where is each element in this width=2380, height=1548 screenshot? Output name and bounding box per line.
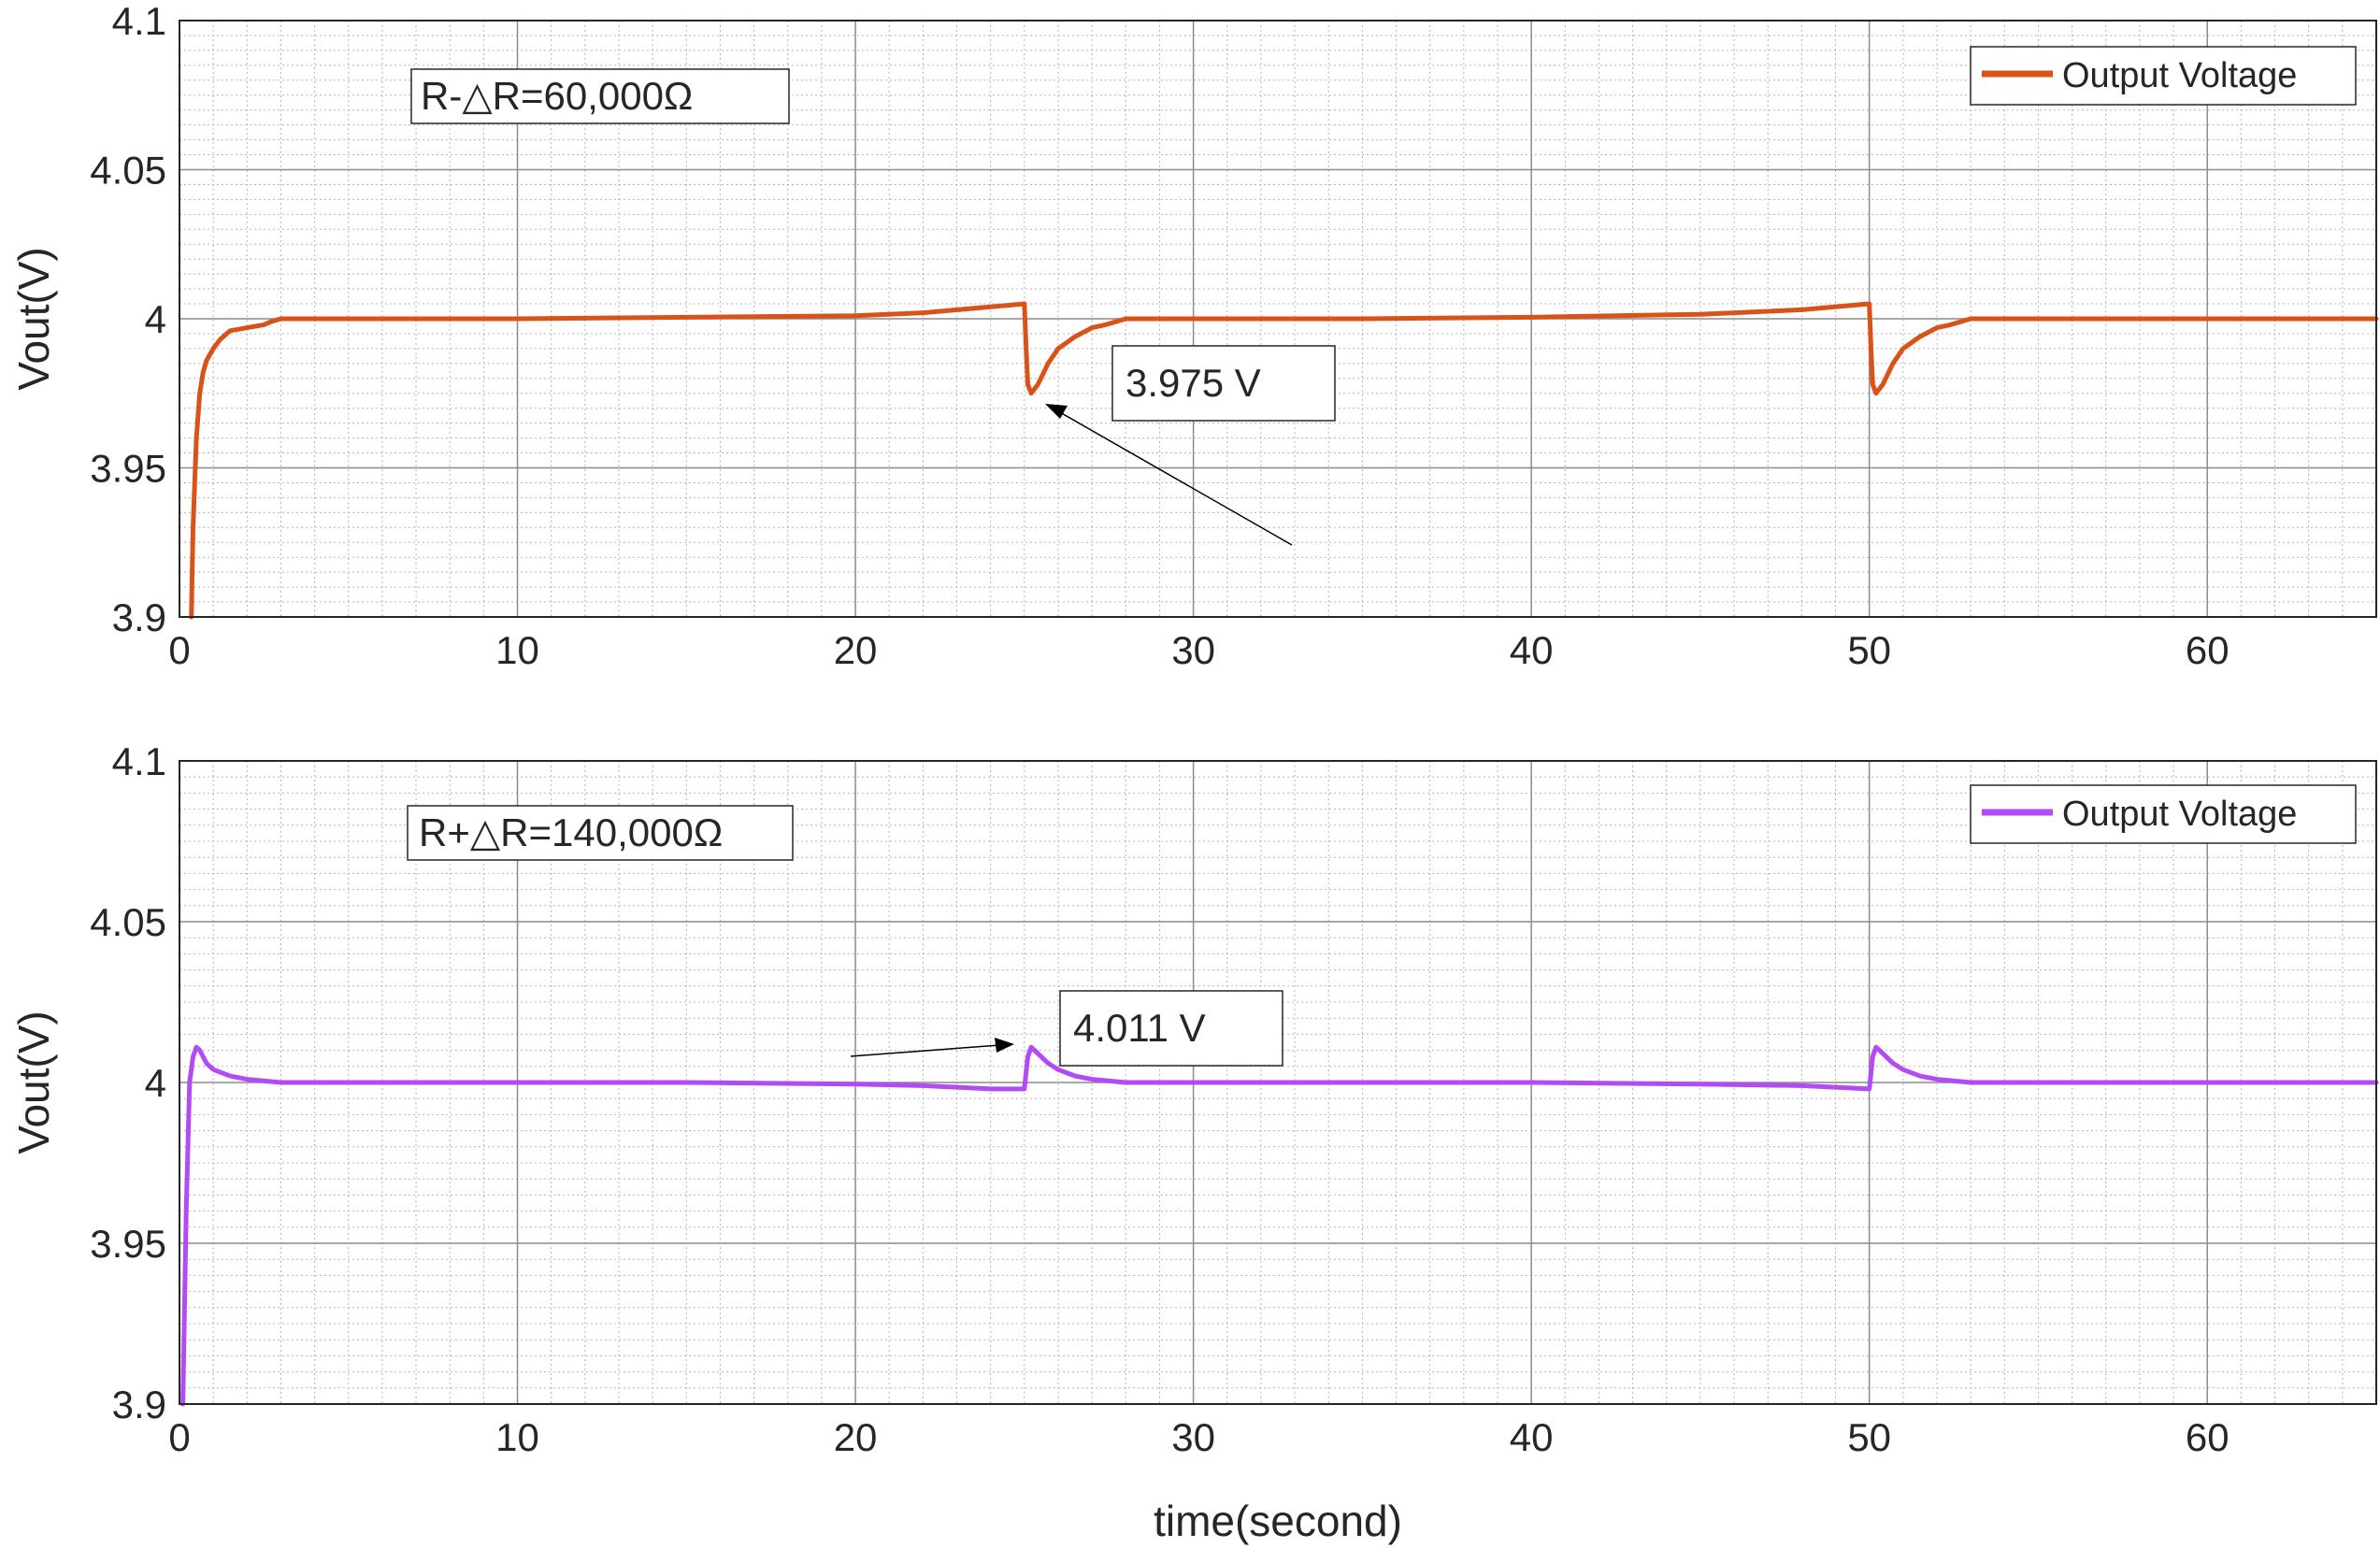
annotation-label: 4.011 V — [1073, 1006, 1206, 1050]
x-tick-label: 10 — [495, 1415, 539, 1459]
y-tick-label: 4.1 — [112, 0, 166, 43]
annotation-arrow-line — [850, 1044, 1001, 1057]
x-tick-label: 40 — [1510, 1415, 1554, 1459]
resistance-textbox: R-△R=60,000Ω — [410, 68, 790, 124]
x-tick-label: 30 — [1171, 1415, 1215, 1459]
x-tick-label: 0 — [168, 628, 190, 672]
legend-label-output-voltage: Output Voltage — [2062, 56, 2297, 95]
top-chart-panel: 0 10 20 30 40 50 60 3.9 3.95 4 4.05 4.1 Vout(V) R-… — [9, 0, 2379, 672]
series-layer — [189, 301, 2379, 620]
legend: Output Voltage — [1970, 784, 2357, 844]
y-tick-label: 4.05 — [90, 900, 166, 944]
annotation-arrowhead — [995, 1038, 1014, 1053]
series-line-output-voltage — [189, 301, 2379, 620]
series-layer — [180, 1044, 2379, 1407]
textbox-frame — [410, 68, 790, 124]
x-tick-label: 0 — [168, 1415, 190, 1459]
bottom-chart-panel: 0 10 20 30 40 50 60 3.9 3.95 4 4.05 4.1 Vout(V) ti… — [9, 739, 2379, 1545]
textbox-text: R+△R=140,000Ω — [419, 810, 723, 854]
y-tick-label: 3.9 — [112, 1383, 166, 1426]
x-tick-label: 20 — [834, 1415, 878, 1459]
x-tick-label: 60 — [2186, 1415, 2229, 1459]
x-tick-labels: 0 10 20 30 40 50 60 — [168, 1415, 2229, 1459]
legend: Output Voltage — [1970, 46, 2357, 106]
y-axis-label: Vout(V) — [9, 247, 58, 390]
x-tick-label: 30 — [1171, 628, 1215, 672]
x-tick-labels: 0 10 20 30 40 50 60 — [168, 628, 2229, 672]
x-tick-label: 60 — [2186, 628, 2229, 672]
y-tick-label: 4 — [145, 1061, 166, 1105]
legend-label-output-voltage: Output Voltage — [2062, 795, 2297, 834]
plot-frame — [179, 20, 2377, 618]
y-tick-label: 3.95 — [90, 447, 166, 491]
annotation-4-011: 4.011 V — [850, 990, 1283, 1067]
minor-grid — [179, 21, 2376, 617]
y-tick-label: 4.1 — [112, 739, 166, 783]
y-tick-labels: 3.9 3.95 4 4.05 4.1 — [90, 0, 166, 639]
x-tick-label: 50 — [1847, 628, 1891, 672]
y-tick-labels: 3.9 3.95 4 4.05 4.1 — [90, 739, 166, 1426]
x-tick-label: 10 — [495, 628, 539, 672]
x-axis-label: time(second) — [1154, 1497, 1402, 1545]
annotation-box — [1059, 990, 1283, 1067]
resistance-textbox: R+△R=140,000Ω — [407, 805, 794, 861]
y-tick-label: 3.95 — [90, 1222, 166, 1266]
x-tick-label: 20 — [834, 628, 878, 672]
textbox-text: R-△R=60,000Ω — [421, 74, 693, 118]
annotation-box — [1111, 345, 1336, 422]
annotation-arrowhead — [1045, 404, 1068, 419]
y-axis-label: Vout(V) — [9, 1010, 58, 1154]
minor-grid — [179, 761, 2376, 1404]
plot-frame — [179, 760, 2377, 1405]
annotation-3-975: 3.975 V — [1045, 345, 1336, 546]
annotation-label: 3.975 V — [1125, 361, 1261, 405]
annotation-arrow-line — [1057, 410, 1293, 546]
y-tick-label: 4 — [145, 297, 166, 341]
series-line-output-voltage — [180, 1044, 2379, 1407]
textbox-frame — [407, 805, 794, 861]
x-tick-label: 50 — [1847, 1415, 1891, 1459]
y-tick-label: 3.9 — [112, 595, 166, 639]
y-tick-label: 4.05 — [90, 149, 166, 193]
x-tick-label: 40 — [1510, 628, 1554, 672]
